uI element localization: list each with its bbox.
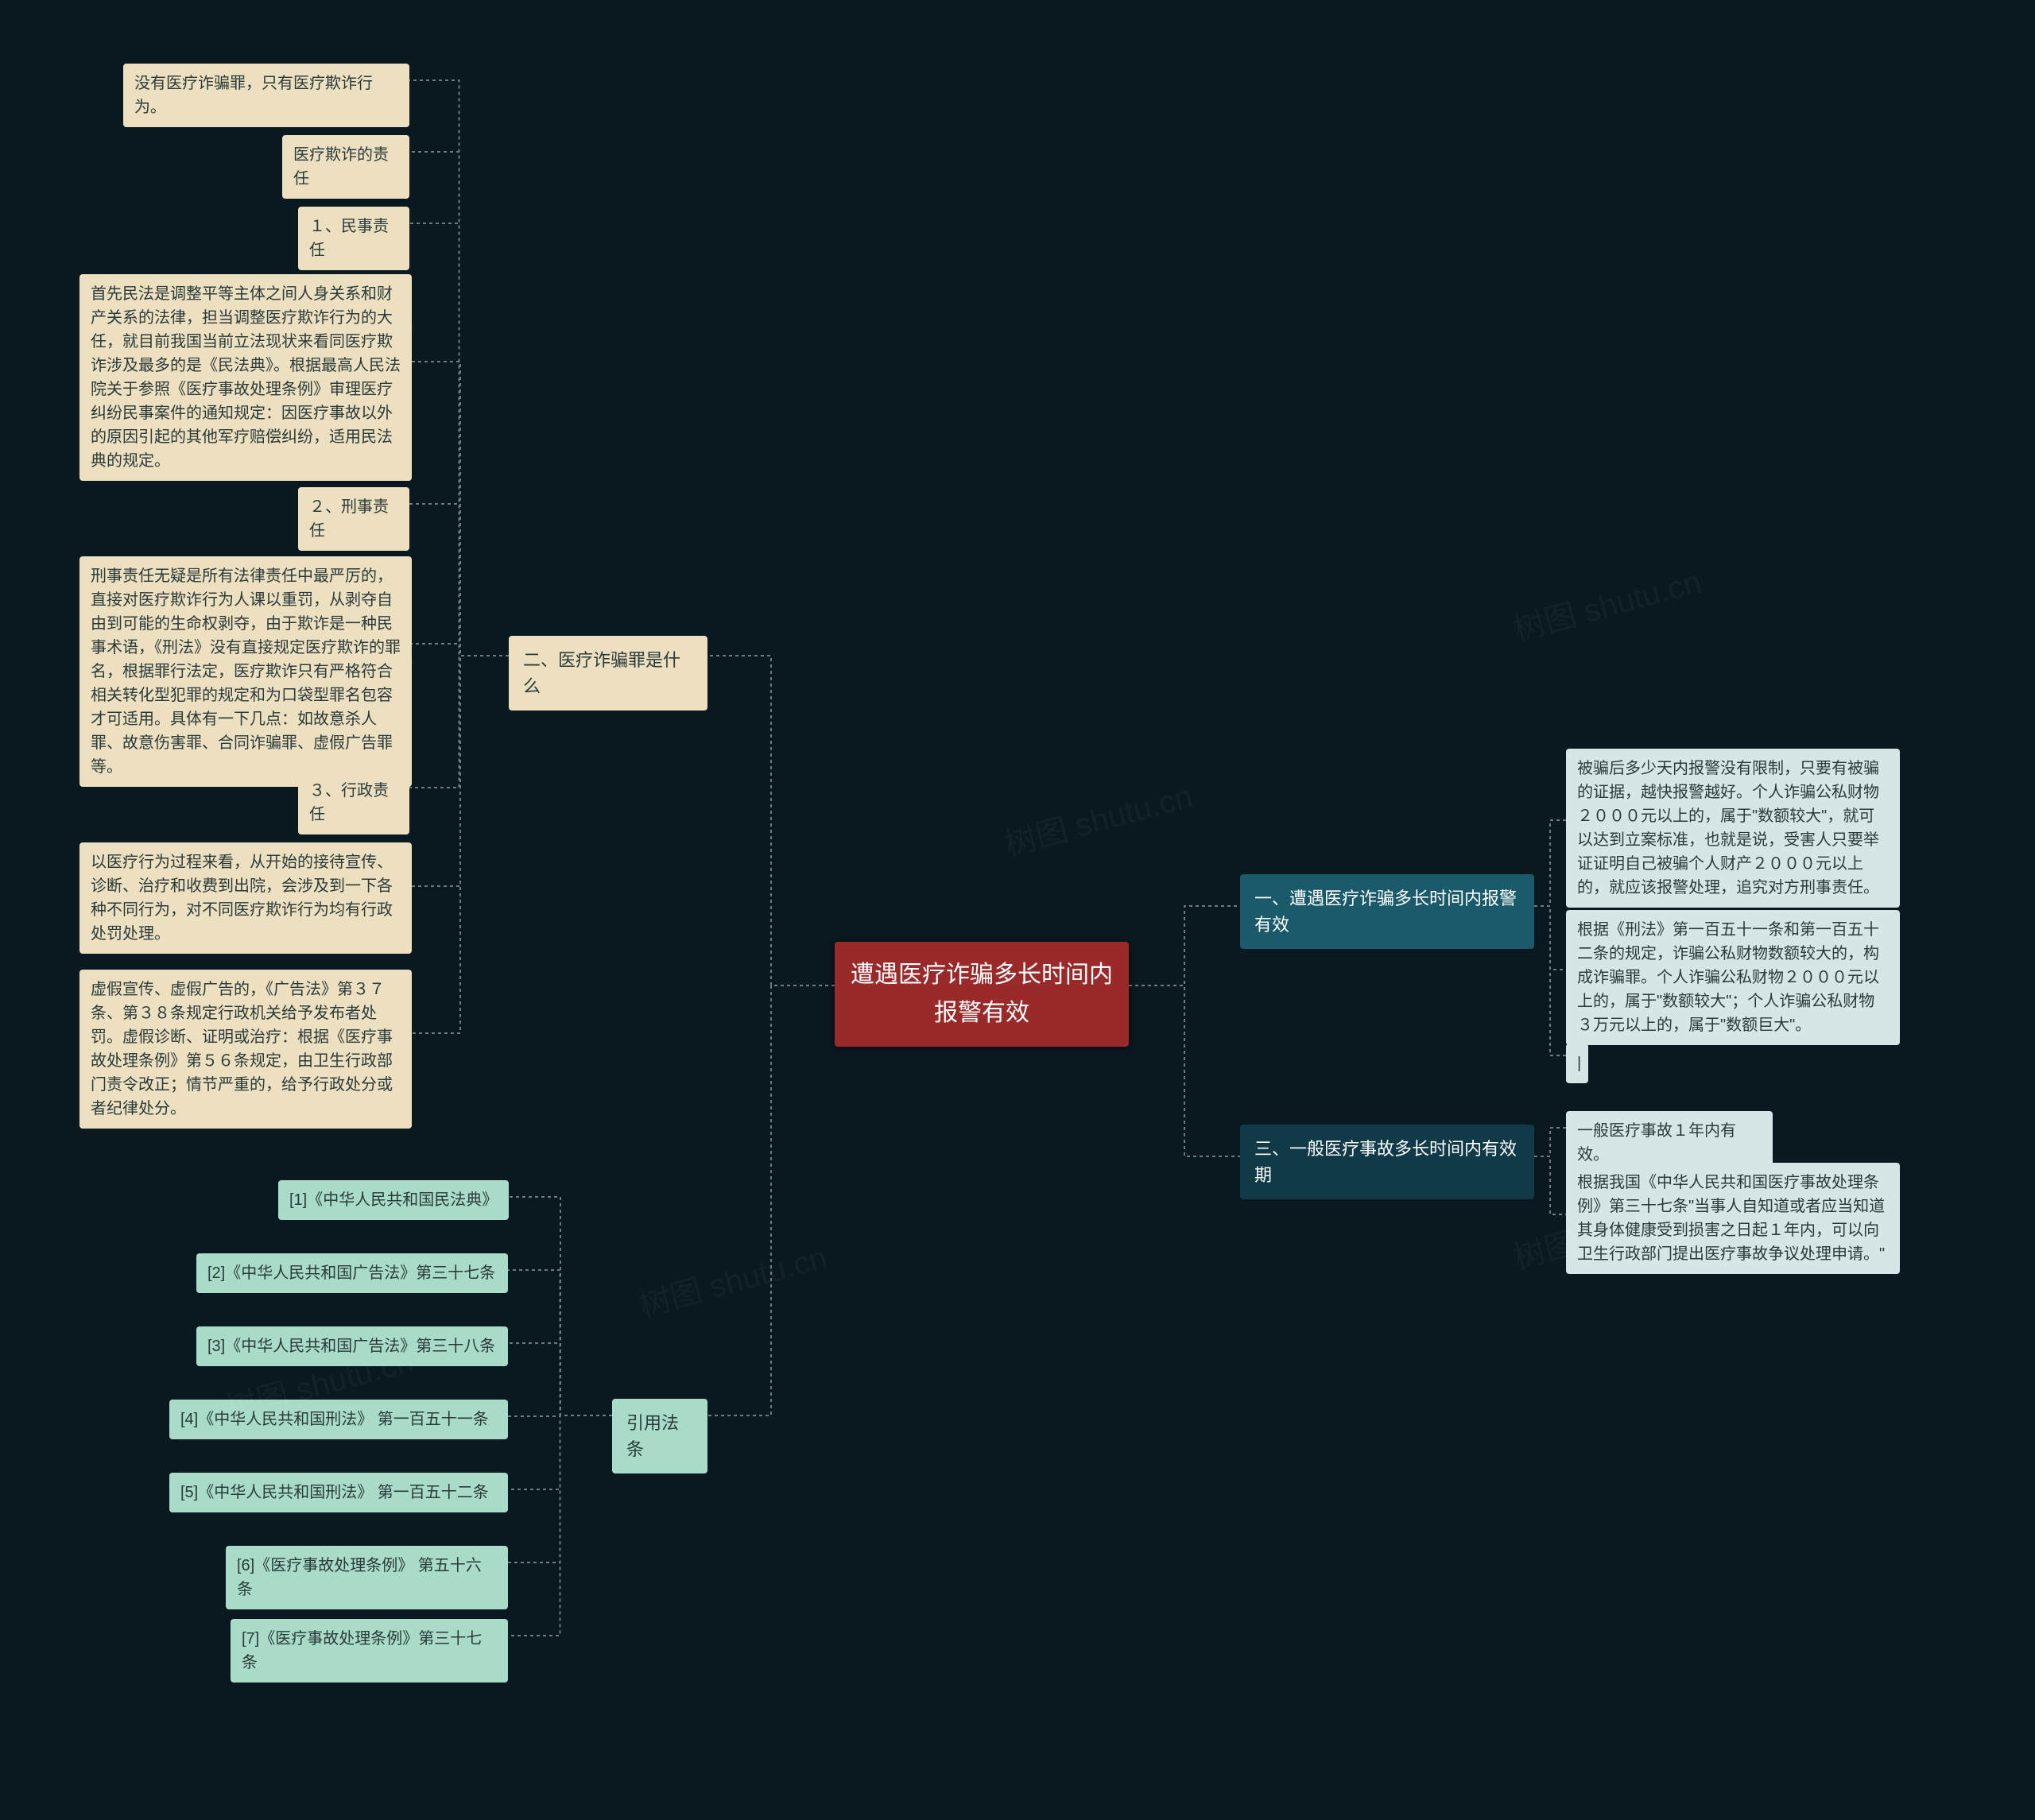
refs-leaf-3: [4]《中华人民共和国刑法》 第一百五十一条: [169, 1400, 508, 1439]
section2-leaf-8: 虚假宣传、虚假广告的，《广告法》第３７条、第３８条规定行政机关给予发布者处罚。虚…: [79, 970, 412, 1129]
root-node: 遭遇医疗诈骗多长时间内报警有效: [835, 942, 1129, 1047]
section2-leaf-7: 以医疗行为过程来看，从开始的接待宣传、诊断、治疗和收费到出院，会涉及到一下各种不…: [79, 842, 412, 954]
section2-title: 二、医疗诈骗罪是什么: [509, 636, 707, 711]
section2-leaf-2: １、民事责任: [298, 207, 409, 270]
refs-leaf-6: [7]《医疗事故处理条例》第三十七条: [231, 1619, 508, 1683]
refs-leaf-4: [5]《中华人民共和国刑法》 第一百五十二条: [169, 1473, 508, 1512]
section2-leaf-1: 医疗欺诈的责任: [282, 135, 409, 199]
refs-title: 引用法条: [612, 1399, 707, 1473]
section3-leaf-1: 根据我国《中华人民共和国医疗事故处理条例》第三十七条"当事人自知道或者应当知道其…: [1566, 1163, 1900, 1274]
refs-leaf-5: [6]《医疗事故处理条例》 第五十六条: [226, 1546, 508, 1609]
refs-leaf-1: [2]《中华人民共和国广告法》第三十七条: [196, 1253, 508, 1293]
section2-leaf-5: 刑事责任无疑是所有法律责任中最严厉的，直接对医疗欺诈行为人课以重罚，从剥夺自由到…: [79, 556, 412, 787]
section2-leaf-6: ３、行政责任: [298, 771, 409, 834]
refs-leaf-2: [3]《中华人民共和国广告法》第三十八条: [196, 1326, 508, 1366]
section1-leaf-0: 被骗后多少天内报警没有限制，只要有被骗的证据，越快报警越好。个人诈骗公私财物２０…: [1566, 749, 1900, 908]
refs-leaf-0: [1]《中华人民共和国民法典》: [278, 1180, 509, 1220]
section3-title: 三、一般医疗事故多长时间内有效期: [1240, 1125, 1534, 1199]
section2-leaf-0: 没有医疗诈骗罪，只有医疗欺诈行为。: [123, 64, 409, 127]
section2-leaf-4: ２、刑事责任: [298, 487, 409, 551]
section1-leaf-1: 根据《刑法》第一百五十一条和第一百五十二条的规定，诈骗公私财物数额较大的，构成诈…: [1566, 910, 1900, 1045]
section2-leaf-3: 首先民法是调整平等主体之间人身关系和财产关系的法律，担当调整医疗欺诈行为的大任，…: [79, 274, 412, 481]
section1-title: 一、遭遇医疗诈骗多长时间内报警有效: [1240, 874, 1534, 949]
section1-leaf-2: |: [1566, 1044, 1588, 1083]
